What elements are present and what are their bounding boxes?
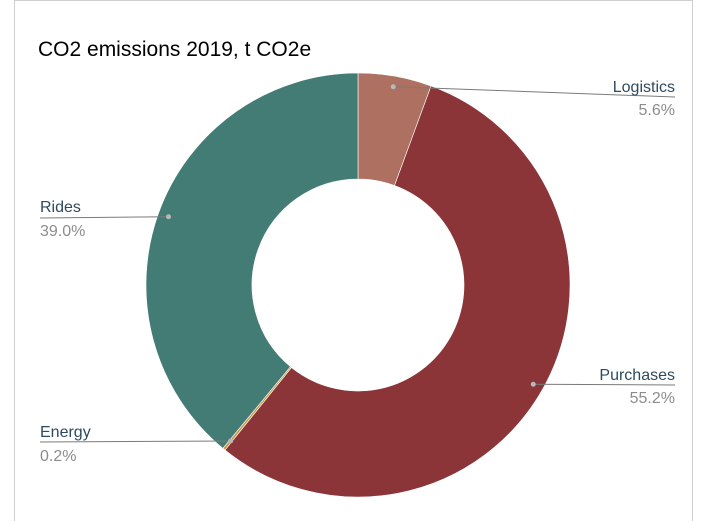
slice-label-purchases: Purchases [599, 367, 675, 384]
leader-dot-rides [166, 214, 172, 220]
leader-line-energy [39, 440, 231, 443]
leader-line-logistics [393, 86, 676, 98]
leader-line-rides [39, 216, 169, 219]
slice-value-logistics: 5.6% [639, 102, 675, 119]
slice-rides [145, 72, 359, 449]
leader-dot-energy [228, 438, 234, 444]
slice-label-logistics: Logistics [613, 79, 675, 96]
chart-title: CO2 emissions 2019, t CO2e [38, 38, 311, 61]
leader-line-purchases [533, 383, 676, 386]
slice-value-energy: 0.2% [40, 448, 76, 465]
slice-value-rides: 39.0% [40, 223, 85, 240]
slices-layer [145, 72, 571, 498]
slice-purchases [224, 85, 571, 498]
labels-layer: Logistics 5.6% Purchases 55.2% Energy 0.2% Rid… [39, 79, 676, 465]
slice-value-purchases: 55.2% [630, 390, 675, 407]
leader-dot-purchases [530, 381, 536, 387]
slice-label-energy: Energy [40, 424, 91, 441]
leader-dot-logistics [390, 84, 396, 90]
slice-label-rides: Rides [40, 199, 81, 216]
